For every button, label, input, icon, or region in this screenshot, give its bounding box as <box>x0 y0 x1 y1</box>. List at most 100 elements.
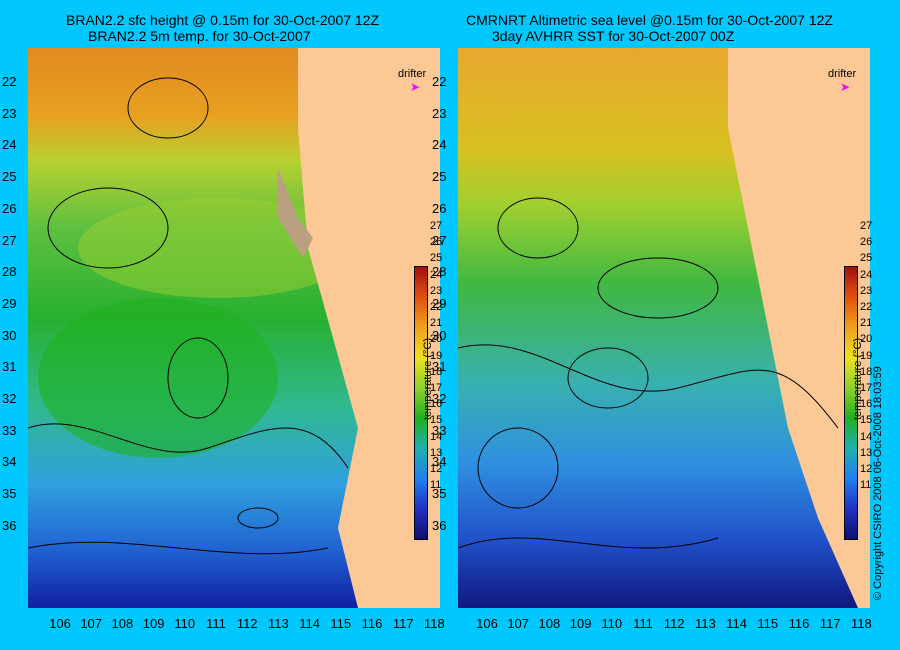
left-map-panel: drifter ➤ temperature (°C) <box>28 48 440 608</box>
y-tick-label: 27 <box>2 232 17 248</box>
y-tick-label: 27 <box>432 232 447 248</box>
colorbar-tick-label: 21 <box>430 317 443 330</box>
colorbar-tick-label: 15 <box>430 414 443 427</box>
x-tick-label: 109 <box>569 616 592 631</box>
x-tick-label: 114 <box>726 616 747 631</box>
colorbar-tick-label: 14 <box>430 430 443 443</box>
colorbar-tick-label: 18 <box>430 365 443 378</box>
x-tick-label: 113 <box>695 616 716 631</box>
x-tick-label: 108 <box>111 616 134 631</box>
y-tick-label: 23 <box>432 105 447 121</box>
right-title-line1: CMRNRT Altimetric sea level @0.15m for 3… <box>466 12 833 28</box>
colorbar-tick-label: 26 <box>860 236 873 249</box>
y-tick-label: 36 <box>2 517 17 533</box>
x-tick-label: 115 <box>330 616 352 631</box>
colorbar-tick-label: 12 <box>430 463 443 475</box>
colorbar-tick-label: 16 <box>860 398 873 411</box>
right-title-line2: 3day AVHRR SST for 30-Oct-2007 00Z <box>492 28 735 44</box>
colorbar-tick-label: 17 <box>430 382 443 394</box>
x-tick-label: 109 <box>142 616 165 631</box>
colorbar-tick-label: 23 <box>430 284 443 297</box>
copyright-text: © Copyright CSIRO 2008 06-Oct-2008 18:03… <box>872 366 884 600</box>
colorbar-tick-label: 23 <box>860 284 873 297</box>
left-title-line1: BRAN2.2 sfc height @ 0.15m for 30-Oct-20… <box>66 12 380 28</box>
y-tick-label: 22 <box>432 74 447 89</box>
colorbar-tick-label: 26 <box>430 236 443 249</box>
y-tick-label: 35 <box>2 486 17 502</box>
x-tick-label: 118 <box>851 616 872 631</box>
colorbar-tick-label: 27 <box>430 220 443 232</box>
y-tick-label: 32 <box>2 391 17 406</box>
left-colorbar <box>414 266 428 540</box>
y-tick-label: 34 <box>2 454 17 470</box>
y-tick-label: 34 <box>432 454 447 470</box>
y-tick-label: 36 <box>432 517 447 533</box>
x-tick-label: 107 <box>507 616 530 631</box>
right-map-panel: drifter ➤ temperature (°C) <box>458 48 870 608</box>
colorbar-tick-label: 25 <box>430 252 443 265</box>
y-tick-label: 29 <box>432 295 447 311</box>
colorbar-tick-label: 21 <box>860 317 873 330</box>
colorbar-tick-label: 20 <box>430 333 443 346</box>
y-tick-label: 24 <box>432 137 447 153</box>
x-tick-label: 106 <box>476 616 498 631</box>
y-tick-label: 29 <box>2 295 17 311</box>
colorbar-tick-label: 19 <box>860 349 873 362</box>
y-tick-label: 28 <box>432 264 447 280</box>
x-tick-label: 115 <box>757 616 779 631</box>
colorbar-tick-label: 15 <box>860 414 873 427</box>
y-tick-label: 31 <box>2 359 17 375</box>
x-tick-label: 113 <box>268 616 289 631</box>
x-tick-label: 107 <box>80 616 103 631</box>
colorbar-tick-label: 18 <box>860 365 873 378</box>
x-tick-label: 114 <box>299 616 320 631</box>
x-tick-label: 106 <box>49 616 71 631</box>
x-tick-label: 111 <box>206 616 226 631</box>
y-tick-label: 30 <box>2 327 17 343</box>
right-drifter-marker-icon: ➤ <box>840 80 851 94</box>
colorbar-tick-label: 22 <box>860 301 873 313</box>
y-tick-label: 28 <box>2 264 17 280</box>
y-tick-label: 26 <box>432 200 447 216</box>
y-tick-label: 33 <box>432 422 447 438</box>
y-tick-label: 30 <box>432 327 447 343</box>
y-tick-label: 23 <box>2 105 17 121</box>
left-map-svg <box>28 48 440 608</box>
colorbar-tick-label: 27 <box>860 220 873 232</box>
colorbar-tick-label: 17 <box>860 382 873 394</box>
left-drifter-label: drifter <box>398 68 427 80</box>
x-tick-label: 117 <box>819 616 841 631</box>
x-tick-label: 116 <box>788 616 810 631</box>
colorbar-tick-label: 11 <box>860 479 872 492</box>
colorbar-tick-label: 11 <box>430 479 442 492</box>
y-tick-label: 25 <box>2 169 17 185</box>
y-tick-label: 32 <box>432 391 447 406</box>
x-tick-label: 112 <box>236 616 258 631</box>
colorbar-tick-label: 14 <box>860 430 873 443</box>
x-tick-label: 112 <box>663 616 685 631</box>
y-tick-label: 25 <box>432 169 447 185</box>
colorbar-tick-label: 22 <box>430 301 443 313</box>
colorbar-tick-label: 13 <box>860 446 873 459</box>
colorbar-tick-label: 12 <box>860 463 873 475</box>
colorbar-tick-label: 16 <box>430 398 443 411</box>
right-map-svg <box>458 48 870 608</box>
y-tick-label: 26 <box>2 200 17 216</box>
x-tick-label: 118 <box>424 616 445 631</box>
left-drifter-marker-icon: ➤ <box>410 80 421 94</box>
colorbar-tick-label: 24 <box>860 268 873 281</box>
left-title-line2: BRAN2.2 5m temp. for 30-Oct-2007 <box>88 28 311 44</box>
x-tick-label: 111 <box>633 616 653 631</box>
y-tick-label: 31 <box>432 359 447 375</box>
colorbar-tick-label: 13 <box>430 446 443 459</box>
colorbar-tick-label: 20 <box>860 333 873 346</box>
x-tick-label: 108 <box>538 616 561 631</box>
right-drifter-label: drifter <box>828 68 857 80</box>
right-colorbar <box>844 266 858 540</box>
colorbar-tick-label: 24 <box>430 268 443 281</box>
y-tick-label: 24 <box>2 137 17 153</box>
y-tick-label: 22 <box>2 74 17 89</box>
x-tick-label: 116 <box>361 616 383 631</box>
colorbar-tick-label: 19 <box>430 349 443 362</box>
x-tick-label: 110 <box>174 616 196 631</box>
